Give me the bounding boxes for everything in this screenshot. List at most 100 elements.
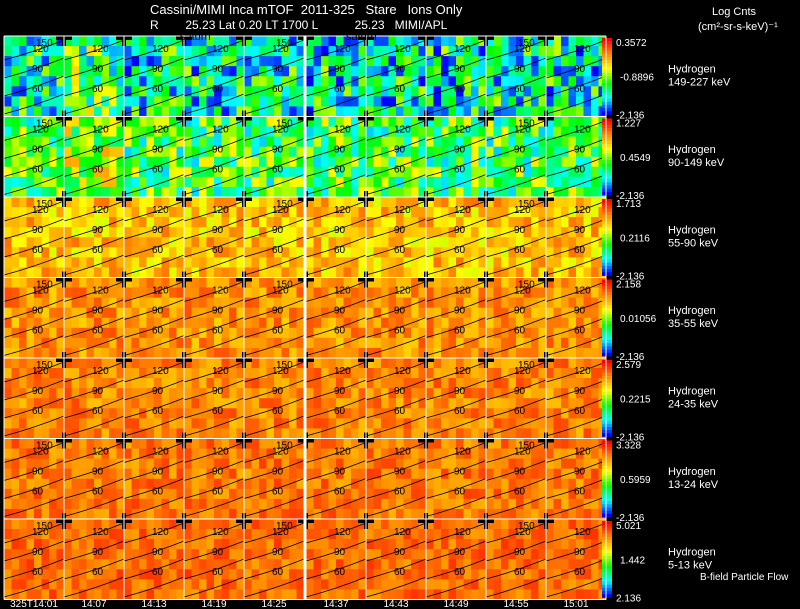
contour-label: 120	[92, 286, 109, 297]
heatmap-cell	[11, 307, 20, 319]
heatmap-cell	[583, 76, 592, 87]
heatmap-cell	[26, 478, 35, 490]
heatmap-cell	[366, 126, 374, 137]
heatmap-cell	[388, 287, 397, 298]
heatmap-cell	[124, 317, 132, 329]
heatmap-cell	[281, 287, 290, 298]
heatmap-cell	[561, 76, 569, 87]
contour-label: 90	[152, 386, 164, 397]
heatmap-cell	[373, 247, 382, 258]
heatmap-cell	[396, 186, 404, 198]
heatmap-cell	[26, 589, 35, 600]
heatmap-cell	[366, 166, 374, 178]
heatmap-cell	[568, 176, 577, 188]
heatmap-cell	[313, 358, 322, 369]
heatmap-cell	[146, 398, 155, 409]
colorbar-min-label: -2.136	[616, 111, 645, 122]
heatmap-cell	[11, 66, 20, 77]
heatmap-cell	[274, 227, 282, 238]
heatmap-cell	[281, 559, 290, 570]
heatmap-cell	[41, 46, 50, 57]
heatmap-cell	[366, 428, 374, 439]
heatmap-cell	[19, 529, 27, 540]
heatmap-cell	[41, 267, 50, 278]
heatmap-cell	[101, 408, 110, 419]
heatmap-cell	[71, 498, 80, 510]
colorbar-segment	[602, 63, 612, 68]
heatmap-cell	[161, 66, 170, 77]
heatmap-cell	[568, 287, 577, 298]
heatmap-cell	[583, 468, 592, 480]
heatmap-cell	[274, 96, 282, 107]
heatmap-cell	[306, 237, 314, 248]
heatmap-cell	[34, 217, 42, 228]
heatmap-cell	[568, 458, 577, 469]
heatmap-cell	[366, 337, 374, 349]
heatmap-cell	[176, 398, 185, 409]
heatmap-cell	[538, 508, 547, 520]
heatmap-cell	[244, 488, 252, 500]
heatmap-cell	[321, 468, 329, 480]
heatmap-cell	[94, 458, 102, 469]
heatmap-cell	[214, 136, 222, 147]
heatmap-cell	[154, 247, 162, 258]
colorbar-segment	[602, 76, 612, 80]
heatmap-cell	[531, 66, 539, 77]
heatmap-cell	[64, 519, 72, 530]
heatmap-cell	[306, 116, 314, 127]
heatmap-cell	[561, 378, 569, 389]
heatmap-cell	[433, 468, 442, 480]
heatmap-cell	[146, 287, 155, 298]
heatmap-cell	[116, 378, 125, 389]
heatmap-cell	[221, 378, 230, 389]
heatmap-cell	[321, 398, 329, 409]
heatmap-cell	[214, 277, 222, 288]
heatmap-cell	[176, 488, 185, 500]
heatmap-cell	[49, 559, 57, 570]
contour-line	[545, 415, 607, 437]
heatmap-cell	[79, 217, 87, 228]
heatmap-cell	[433, 458, 442, 469]
heatmap-cell	[101, 287, 110, 298]
contour-label: 150	[518, 38, 535, 49]
heatmap-cell	[139, 519, 147, 530]
heatmap-cell	[351, 358, 359, 369]
row-species-label: Hydrogen	[668, 144, 716, 156]
heatmap-cell	[214, 448, 222, 459]
heatmap-cell	[426, 106, 434, 117]
heatmap-cell	[161, 589, 170, 600]
contour-line	[3, 379, 65, 401]
heatmap-cell	[403, 176, 412, 188]
heatmap-cell	[306, 569, 314, 580]
heatmap-cell	[568, 388, 577, 399]
contour-label: 90	[32, 225, 44, 236]
heatmap-cell	[101, 378, 110, 389]
heatmap-cell	[154, 358, 162, 369]
contour-label: 120	[454, 286, 471, 297]
heatmap-cell	[11, 549, 20, 560]
heatmap-cell	[109, 36, 117, 47]
heatmap-cell	[441, 227, 449, 238]
heatmap-cell	[184, 468, 192, 480]
heatmap-cell	[139, 36, 147, 47]
heatmap-cell	[86, 508, 95, 520]
heatmap-cell	[306, 488, 314, 500]
heatmap-cell	[381, 287, 389, 298]
contour-label: 90	[334, 145, 346, 156]
heatmap-cell	[154, 559, 162, 570]
heatmap-cell	[336, 317, 344, 329]
heatmap-cell	[486, 237, 494, 248]
heatmap-cell	[184, 126, 192, 137]
heatmap-cell	[124, 156, 132, 168]
heatmap-cell	[351, 66, 359, 77]
contour-line	[365, 478, 427, 499]
heatmap-cell	[396, 116, 404, 127]
colorbar-segment	[602, 301, 612, 306]
heatmap-cell	[538, 166, 547, 178]
heatmap-cell	[109, 317, 117, 329]
heatmap-cell	[358, 257, 367, 268]
heatmap-cell	[388, 247, 397, 258]
heatmap-cell	[463, 46, 472, 57]
heatmap-cell	[403, 207, 412, 218]
heatmap-cell	[124, 136, 132, 147]
